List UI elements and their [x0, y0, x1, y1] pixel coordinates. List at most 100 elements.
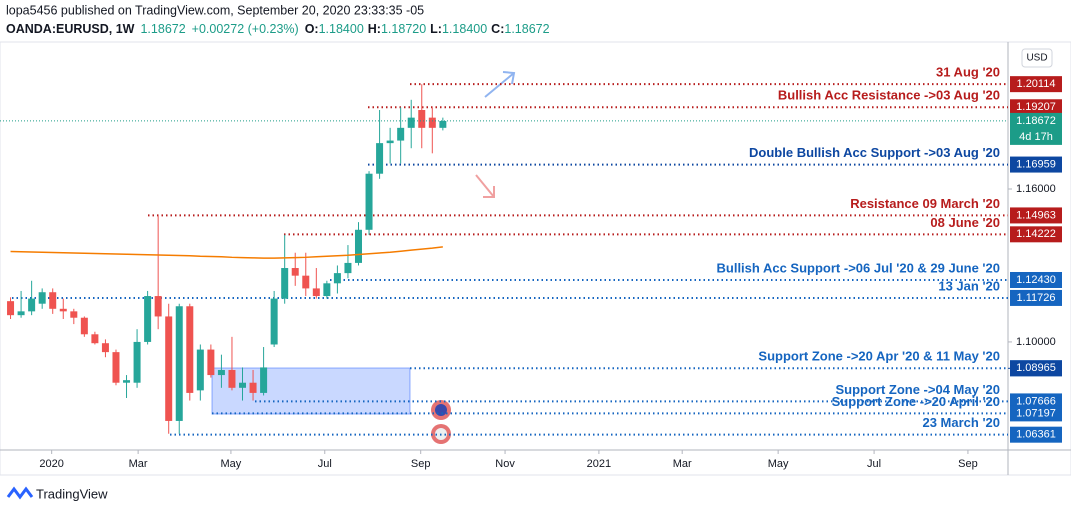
low: 1.18400 — [442, 22, 487, 36]
currency[interactable]: USD — [1026, 53, 1047, 64]
logo — [6, 486, 34, 500]
candle-body — [186, 306, 194, 393]
candle-body — [133, 341, 141, 383]
current-tag-label: 1.18672 — [1016, 115, 1056, 127]
level-text: Support Zone ->20 Apr '20 & 11 May '20 — [758, 349, 1000, 364]
price-tag — [1010, 289, 1062, 306]
brand: TradingView — [36, 486, 108, 501]
price-tag-label: 1.06361 — [1016, 429, 1056, 441]
up-arrow-head — [502, 71, 516, 85]
x-tick-label: May — [221, 458, 242, 470]
level-text: Support Zone ->04 May '20 — [835, 382, 1000, 397]
candle-body — [270, 298, 278, 345]
x-tick-label: Jul — [867, 458, 881, 470]
candle-body — [144, 296, 152, 342]
price-tag — [1010, 76, 1062, 93]
symbol: OANDA:EURUSD, 1W — [6, 22, 135, 36]
price-tag — [1010, 405, 1062, 422]
countdown: 4d 17h — [1019, 131, 1053, 143]
level-text: 31 Aug '20 — [936, 65, 1000, 80]
candle-body — [397, 127, 405, 141]
close-label: C: — [491, 22, 504, 36]
x-tick-label: 2020 — [39, 458, 63, 470]
price-tag — [1010, 226, 1062, 243]
price-tag — [1010, 156, 1062, 173]
moving-average — [10, 246, 443, 259]
candle-body — [418, 109, 426, 128]
currency-button[interactable] — [1021, 48, 1053, 68]
level-text: Bullish Acc Support ->06 Jul '20 & 29 Ju… — [717, 260, 1001, 275]
change: +0.00272 (+0.23%) — [192, 22, 299, 36]
price-tag-label: 1.08965 — [1016, 362, 1056, 374]
candle-body — [260, 367, 268, 393]
price-tag — [1010, 360, 1062, 377]
y-tick-label: 1.10000 — [1016, 336, 1056, 348]
candle-body — [354, 229, 362, 263]
x-tick-label: Nov — [495, 458, 515, 470]
low-label: L: — [430, 22, 442, 36]
level-text: Bullish Acc Resistance ->03 Aug '20 — [778, 88, 1000, 103]
candle-body — [217, 369, 225, 376]
candle-body — [249, 382, 257, 393]
x-tick-label: Mar — [129, 458, 148, 470]
candle-body — [386, 140, 394, 144]
candle-body — [70, 311, 78, 318]
symbol-line: OANDA:EURUSD, 1W 1.18672 +0.00272 (+0.23%)… — [6, 22, 550, 36]
price-tag-label: 1.11726 — [1017, 292, 1056, 304]
close: 1.18672 — [504, 22, 549, 36]
price-tag-label: 1.12430 — [1016, 274, 1056, 286]
high-label: H: — [368, 22, 381, 36]
open: 1.18400 — [319, 22, 364, 36]
level-text: Support Zone ->20 April '20 — [832, 394, 1000, 409]
candle-body — [281, 268, 289, 299]
x-tick-label: 2021 — [587, 458, 611, 470]
candle-body — [312, 288, 320, 297]
candle-body — [323, 283, 331, 297]
price-tag-label: 1.14963 — [1016, 209, 1056, 221]
candle-body — [291, 268, 299, 276]
candle-body — [228, 369, 236, 388]
level-text: Resistance 09 March '20 — [850, 196, 1000, 211]
candle-body — [207, 349, 215, 376]
price-tag-label: 1.07197 — [1016, 407, 1056, 419]
candle-body — [333, 273, 341, 284]
candle-body — [80, 317, 88, 335]
candle-body — [439, 120, 447, 128]
price-tag — [1010, 271, 1062, 288]
candle-body — [365, 173, 373, 230]
price-tag-label: 1.07666 — [1016, 395, 1056, 407]
level-text: 08 June '20 — [930, 215, 1000, 230]
x-tick-label: Mar — [673, 458, 692, 470]
x-tick-label: Sep — [958, 458, 978, 470]
current-tag — [1010, 112, 1062, 145]
price-tag — [1010, 426, 1062, 443]
high: 1.18720 — [381, 22, 426, 36]
last: 1.18672 — [140, 22, 185, 36]
candle-body — [175, 306, 183, 421]
x-tick-label: May — [768, 458, 789, 470]
candle-body — [17, 311, 25, 316]
candle-body — [59, 308, 67, 312]
price-tag-label: 1.20114 — [1017, 78, 1056, 90]
candle-body — [101, 343, 109, 353]
price-tag — [1010, 207, 1062, 224]
level-text: 23 March '20 — [922, 415, 1000, 430]
price-tag-label: 1.14222 — [1016, 228, 1056, 240]
publisher: lopa5456 published on TradingView.com, S… — [6, 3, 424, 17]
up-arrow — [484, 72, 515, 98]
down-arrow — [475, 174, 495, 198]
price-tag-label: 1.16959 — [1016, 158, 1056, 170]
pane-border — [0, 41, 1071, 476]
candle-body — [7, 301, 15, 316]
candle-body — [112, 352, 120, 383]
open-label: O: — [305, 22, 319, 36]
y-tick-label: 1.16000 — [1016, 183, 1056, 195]
price-tag-label: 1.19207 — [1016, 101, 1056, 113]
level-text: 13 Jan '20 — [938, 278, 1000, 293]
candle-body — [344, 262, 352, 274]
x-tick-label: Jul — [318, 458, 332, 470]
candle-body — [154, 296, 162, 317]
event-icon-inner — [435, 404, 447, 416]
candle-body — [165, 316, 173, 421]
